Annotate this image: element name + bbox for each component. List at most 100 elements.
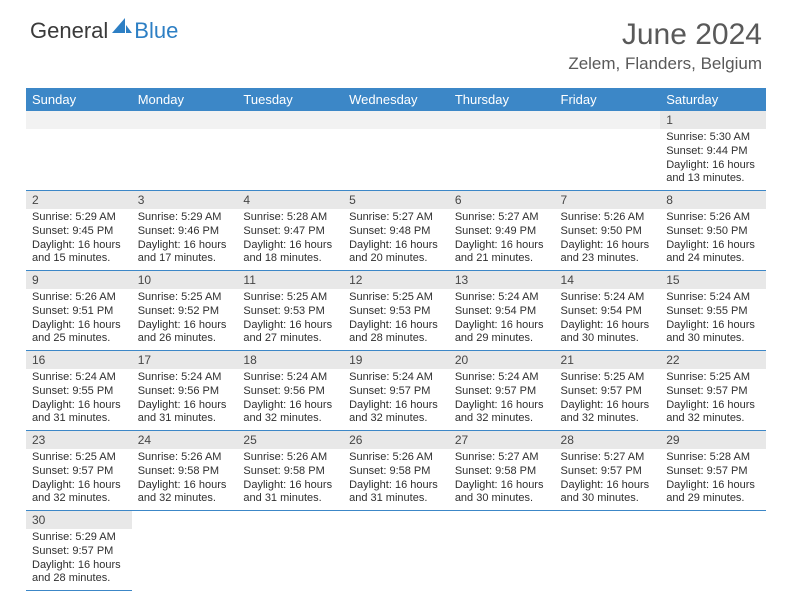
weekday-header: Saturday	[660, 88, 766, 111]
calendar-cell: 16Sunrise: 5:24 AMSunset: 9:55 PMDayligh…	[26, 351, 132, 431]
calendar-cell: 24Sunrise: 5:26 AMSunset: 9:58 PMDayligh…	[132, 431, 238, 511]
day-number: 28	[555, 431, 661, 449]
logo: General Blue	[30, 18, 178, 44]
day-number: 24	[132, 431, 238, 449]
calendar-week-row: 2Sunrise: 5:29 AMSunset: 9:45 PMDaylight…	[26, 191, 766, 271]
calendar-cell: 26Sunrise: 5:26 AMSunset: 9:58 PMDayligh…	[343, 431, 449, 511]
weekday-header: Monday	[132, 88, 238, 111]
day-number: 19	[343, 351, 449, 369]
calendar-cell: 4Sunrise: 5:28 AMSunset: 9:47 PMDaylight…	[237, 191, 343, 271]
calendar-cell	[26, 111, 132, 191]
calendar-cell	[237, 111, 343, 191]
calendar-cell: 2Sunrise: 5:29 AMSunset: 9:45 PMDaylight…	[26, 191, 132, 271]
calendar-cell	[237, 511, 343, 591]
day-number: 30	[26, 511, 132, 529]
calendar-cell: 22Sunrise: 5:25 AMSunset: 9:57 PMDayligh…	[660, 351, 766, 431]
day-details: Sunrise: 5:29 AMSunset: 9:45 PMDaylight:…	[26, 209, 132, 270]
calendar-cell: 7Sunrise: 5:26 AMSunset: 9:50 PMDaylight…	[555, 191, 661, 271]
day-number: 20	[449, 351, 555, 369]
weekday-header: Sunday	[26, 88, 132, 111]
day-details: Sunrise: 5:29 AMSunset: 9:57 PMDaylight:…	[26, 529, 132, 590]
day-number: 25	[237, 431, 343, 449]
day-number: 16	[26, 351, 132, 369]
calendar-cell	[449, 511, 555, 591]
day-details: Sunrise: 5:26 AMSunset: 9:50 PMDaylight:…	[660, 209, 766, 270]
day-details: Sunrise: 5:29 AMSunset: 9:46 PMDaylight:…	[132, 209, 238, 270]
calendar-cell: 5Sunrise: 5:27 AMSunset: 9:48 PMDaylight…	[343, 191, 449, 271]
calendar-cell: 12Sunrise: 5:25 AMSunset: 9:53 PMDayligh…	[343, 271, 449, 351]
day-details: Sunrise: 5:30 AMSunset: 9:44 PMDaylight:…	[660, 129, 766, 190]
day-details: Sunrise: 5:24 AMSunset: 9:54 PMDaylight:…	[555, 289, 661, 350]
day-details: Sunrise: 5:24 AMSunset: 9:56 PMDaylight:…	[132, 369, 238, 430]
calendar-cell: 1Sunrise: 5:30 AMSunset: 9:44 PMDaylight…	[660, 111, 766, 191]
day-details: Sunrise: 5:25 AMSunset: 9:57 PMDaylight:…	[26, 449, 132, 510]
calendar-header-row: SundayMondayTuesdayWednesdayThursdayFrid…	[26, 88, 766, 111]
calendar-cell	[343, 511, 449, 591]
calendar-cell: 19Sunrise: 5:24 AMSunset: 9:57 PMDayligh…	[343, 351, 449, 431]
calendar-cell: 17Sunrise: 5:24 AMSunset: 9:56 PMDayligh…	[132, 351, 238, 431]
calendar-cell	[555, 111, 661, 191]
calendar-cell: 8Sunrise: 5:26 AMSunset: 9:50 PMDaylight…	[660, 191, 766, 271]
calendar-table: SundayMondayTuesdayWednesdayThursdayFrid…	[26, 88, 766, 591]
weekday-header: Wednesday	[343, 88, 449, 111]
day-number: 22	[660, 351, 766, 369]
calendar-cell: 3Sunrise: 5:29 AMSunset: 9:46 PMDaylight…	[132, 191, 238, 271]
day-details: Sunrise: 5:24 AMSunset: 9:54 PMDaylight:…	[449, 289, 555, 350]
header: General Blue June 2024 Zelem, Flanders, …	[0, 0, 792, 82]
calendar-cell	[660, 511, 766, 591]
day-details: Sunrise: 5:26 AMSunset: 9:51 PMDaylight:…	[26, 289, 132, 350]
day-number: 11	[237, 271, 343, 289]
day-details: Sunrise: 5:25 AMSunset: 9:53 PMDaylight:…	[237, 289, 343, 350]
calendar-cell: 6Sunrise: 5:27 AMSunset: 9:49 PMDaylight…	[449, 191, 555, 271]
day-details: Sunrise: 5:27 AMSunset: 9:57 PMDaylight:…	[555, 449, 661, 510]
calendar-cell: 28Sunrise: 5:27 AMSunset: 9:57 PMDayligh…	[555, 431, 661, 511]
day-number: 23	[26, 431, 132, 449]
empty-day-header	[343, 111, 449, 129]
logo-text-general: General	[30, 18, 108, 44]
day-details: Sunrise: 5:26 AMSunset: 9:50 PMDaylight:…	[555, 209, 661, 270]
day-number: 21	[555, 351, 661, 369]
day-details: Sunrise: 5:24 AMSunset: 9:57 PMDaylight:…	[449, 369, 555, 430]
day-number: 15	[660, 271, 766, 289]
day-details: Sunrise: 5:27 AMSunset: 9:49 PMDaylight:…	[449, 209, 555, 270]
day-number: 5	[343, 191, 449, 209]
calendar-cell: 27Sunrise: 5:27 AMSunset: 9:58 PMDayligh…	[449, 431, 555, 511]
weekday-header: Thursday	[449, 88, 555, 111]
calendar-cell	[343, 111, 449, 191]
day-number: 29	[660, 431, 766, 449]
day-details: Sunrise: 5:25 AMSunset: 9:52 PMDaylight:…	[132, 289, 238, 350]
logo-sail-icon	[112, 17, 132, 40]
calendar-cell	[555, 511, 661, 591]
day-details: Sunrise: 5:27 AMSunset: 9:58 PMDaylight:…	[449, 449, 555, 510]
empty-day-header	[555, 111, 661, 129]
day-details: Sunrise: 5:25 AMSunset: 9:57 PMDaylight:…	[660, 369, 766, 430]
calendar-week-row: 30Sunrise: 5:29 AMSunset: 9:57 PMDayligh…	[26, 511, 766, 591]
day-details: Sunrise: 5:28 AMSunset: 9:47 PMDaylight:…	[237, 209, 343, 270]
calendar-cell: 13Sunrise: 5:24 AMSunset: 9:54 PMDayligh…	[449, 271, 555, 351]
calendar-cell: 20Sunrise: 5:24 AMSunset: 9:57 PMDayligh…	[449, 351, 555, 431]
calendar-cell	[132, 111, 238, 191]
day-details: Sunrise: 5:25 AMSunset: 9:53 PMDaylight:…	[343, 289, 449, 350]
day-details: Sunrise: 5:28 AMSunset: 9:57 PMDaylight:…	[660, 449, 766, 510]
day-number: 8	[660, 191, 766, 209]
calendar-cell: 9Sunrise: 5:26 AMSunset: 9:51 PMDaylight…	[26, 271, 132, 351]
day-number: 7	[555, 191, 661, 209]
day-number: 10	[132, 271, 238, 289]
day-number: 1	[660, 111, 766, 129]
day-details: Sunrise: 5:26 AMSunset: 9:58 PMDaylight:…	[132, 449, 238, 510]
day-details: Sunrise: 5:24 AMSunset: 9:55 PMDaylight:…	[660, 289, 766, 350]
calendar-cell: 21Sunrise: 5:25 AMSunset: 9:57 PMDayligh…	[555, 351, 661, 431]
calendar-cell: 15Sunrise: 5:24 AMSunset: 9:55 PMDayligh…	[660, 271, 766, 351]
day-details: Sunrise: 5:24 AMSunset: 9:57 PMDaylight:…	[343, 369, 449, 430]
location: Zelem, Flanders, Belgium	[568, 54, 762, 74]
day-number: 17	[132, 351, 238, 369]
calendar-cell: 29Sunrise: 5:28 AMSunset: 9:57 PMDayligh…	[660, 431, 766, 511]
day-number: 2	[26, 191, 132, 209]
calendar-week-row: 16Sunrise: 5:24 AMSunset: 9:55 PMDayligh…	[26, 351, 766, 431]
day-number: 6	[449, 191, 555, 209]
day-details: Sunrise: 5:25 AMSunset: 9:57 PMDaylight:…	[555, 369, 661, 430]
calendar-cell: 30Sunrise: 5:29 AMSunset: 9:57 PMDayligh…	[26, 511, 132, 591]
day-number: 27	[449, 431, 555, 449]
month-title: June 2024	[568, 18, 762, 52]
weekday-header: Tuesday	[237, 88, 343, 111]
